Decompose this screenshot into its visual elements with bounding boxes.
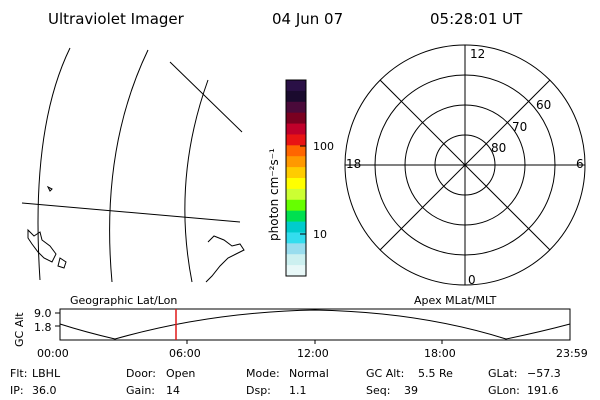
mlat-label-60: 60 xyxy=(536,98,551,112)
time-label: 05:28:01 UT xyxy=(430,10,523,28)
status-row-2: IP: 36.0 Gain: 14 Dsp: 1.1 Seq: 39 GLon:… xyxy=(10,384,559,397)
status-label-dsp: Dsp: xyxy=(246,384,271,397)
altitude-plot xyxy=(55,308,571,344)
status-value-gc-alt: 5.5 Re xyxy=(418,367,453,380)
status-label-door: Door: xyxy=(126,367,156,380)
color-bar-frame xyxy=(285,79,307,277)
status-value-glon: 191.6 xyxy=(527,384,559,397)
mlt-label-18: 18 xyxy=(346,157,361,171)
status-value-gain: 14 xyxy=(166,384,180,397)
latitude-line xyxy=(21,202,241,223)
status-value-mode: Normal xyxy=(289,367,329,380)
color-bar-tick-label: 100 xyxy=(313,140,334,153)
coastline xyxy=(27,228,57,263)
date-label: 04 Jun 07 xyxy=(272,10,343,28)
altitude-xtick-label: 00:00 xyxy=(37,347,69,360)
altitude-xtick-label: 23:59 xyxy=(556,347,588,360)
status-label-ip: IP: xyxy=(10,384,24,397)
color-bar-segment xyxy=(286,80,306,92)
color-bar-segment xyxy=(286,178,306,190)
meridian-line xyxy=(169,61,243,133)
mlt-label-6: 6 xyxy=(576,157,584,171)
color-bar-segment xyxy=(286,188,306,201)
color-bar-segment xyxy=(286,145,306,157)
color-bar-segment xyxy=(286,101,306,114)
color-bar-segment xyxy=(286,90,306,103)
instrument-title: Ultraviolet Imager xyxy=(48,10,185,28)
altitude-ytick-label: 9.0 xyxy=(34,307,52,320)
color-bar xyxy=(286,80,306,277)
status-label-mode: Mode: xyxy=(246,367,280,380)
color-bar-segment xyxy=(286,232,306,244)
altitude-xtick-label: 06:00 xyxy=(169,347,201,360)
status-value-dsp: 1.1 xyxy=(289,384,307,397)
mlat-label-80: 80 xyxy=(491,141,506,155)
status-label-flt: Flt: xyxy=(10,367,27,380)
coastline xyxy=(57,257,67,269)
color-bar-segment xyxy=(286,210,306,223)
status-value-seq: 39 xyxy=(404,384,418,397)
status-value-flt: LBHL xyxy=(32,367,61,380)
polar-diagonal xyxy=(379,79,551,251)
coastline xyxy=(46,185,53,192)
color-bar-unit-label: photon cm⁻²s⁻¹ xyxy=(267,148,281,241)
altitude-ylabel: GC Alt xyxy=(13,312,26,347)
polar-plot xyxy=(344,44,586,286)
color-bar-segment xyxy=(286,265,306,277)
geo-map-label: Geographic Lat/Lon xyxy=(70,294,177,307)
meridian-line xyxy=(109,49,149,283)
color-bar-segment xyxy=(286,167,306,179)
status-label-glon: GLon: xyxy=(488,384,520,397)
mlt-label-12: 12 xyxy=(470,47,485,61)
mlt-label-0: 0 xyxy=(468,273,476,287)
meridian-line xyxy=(37,47,71,281)
color-bar-segment xyxy=(286,199,306,212)
color-bar-segment xyxy=(286,156,306,168)
status-label-gain: Gain: xyxy=(126,384,155,397)
altitude-ytick-label: 1.8 xyxy=(34,321,52,334)
color-bar-segment xyxy=(286,112,306,125)
polar-plot-label: Apex MLat/MLT xyxy=(414,294,497,307)
altitude-curve xyxy=(59,309,571,340)
altitude-xtick-label: 18:00 xyxy=(424,347,456,360)
status-value-glat: −57.3 xyxy=(527,367,561,380)
color-bar-tick-label: 10 xyxy=(313,228,327,241)
status-value-ip: 36.0 xyxy=(32,384,57,397)
coastline xyxy=(205,235,245,283)
status-label-gc-alt: GC Alt: xyxy=(366,367,404,380)
color-bar-segment xyxy=(286,134,306,146)
geo-map xyxy=(21,47,245,283)
meridian-line xyxy=(184,79,209,283)
altitude-xtick-label: 12:00 xyxy=(297,347,329,360)
color-bar-segment xyxy=(286,123,306,135)
status-label-seq: Seq: xyxy=(366,384,390,397)
status-label-glat: GLat: xyxy=(488,367,517,380)
status-row-1: Flt: LBHL Door: Open Mode: Normal GC Alt… xyxy=(10,367,561,380)
mlat-label-70: 70 xyxy=(512,120,527,134)
color-bar-segment xyxy=(286,243,306,255)
color-bar-segment xyxy=(286,221,306,233)
status-value-door: Open xyxy=(166,367,195,380)
color-bar-segment xyxy=(286,254,306,266)
